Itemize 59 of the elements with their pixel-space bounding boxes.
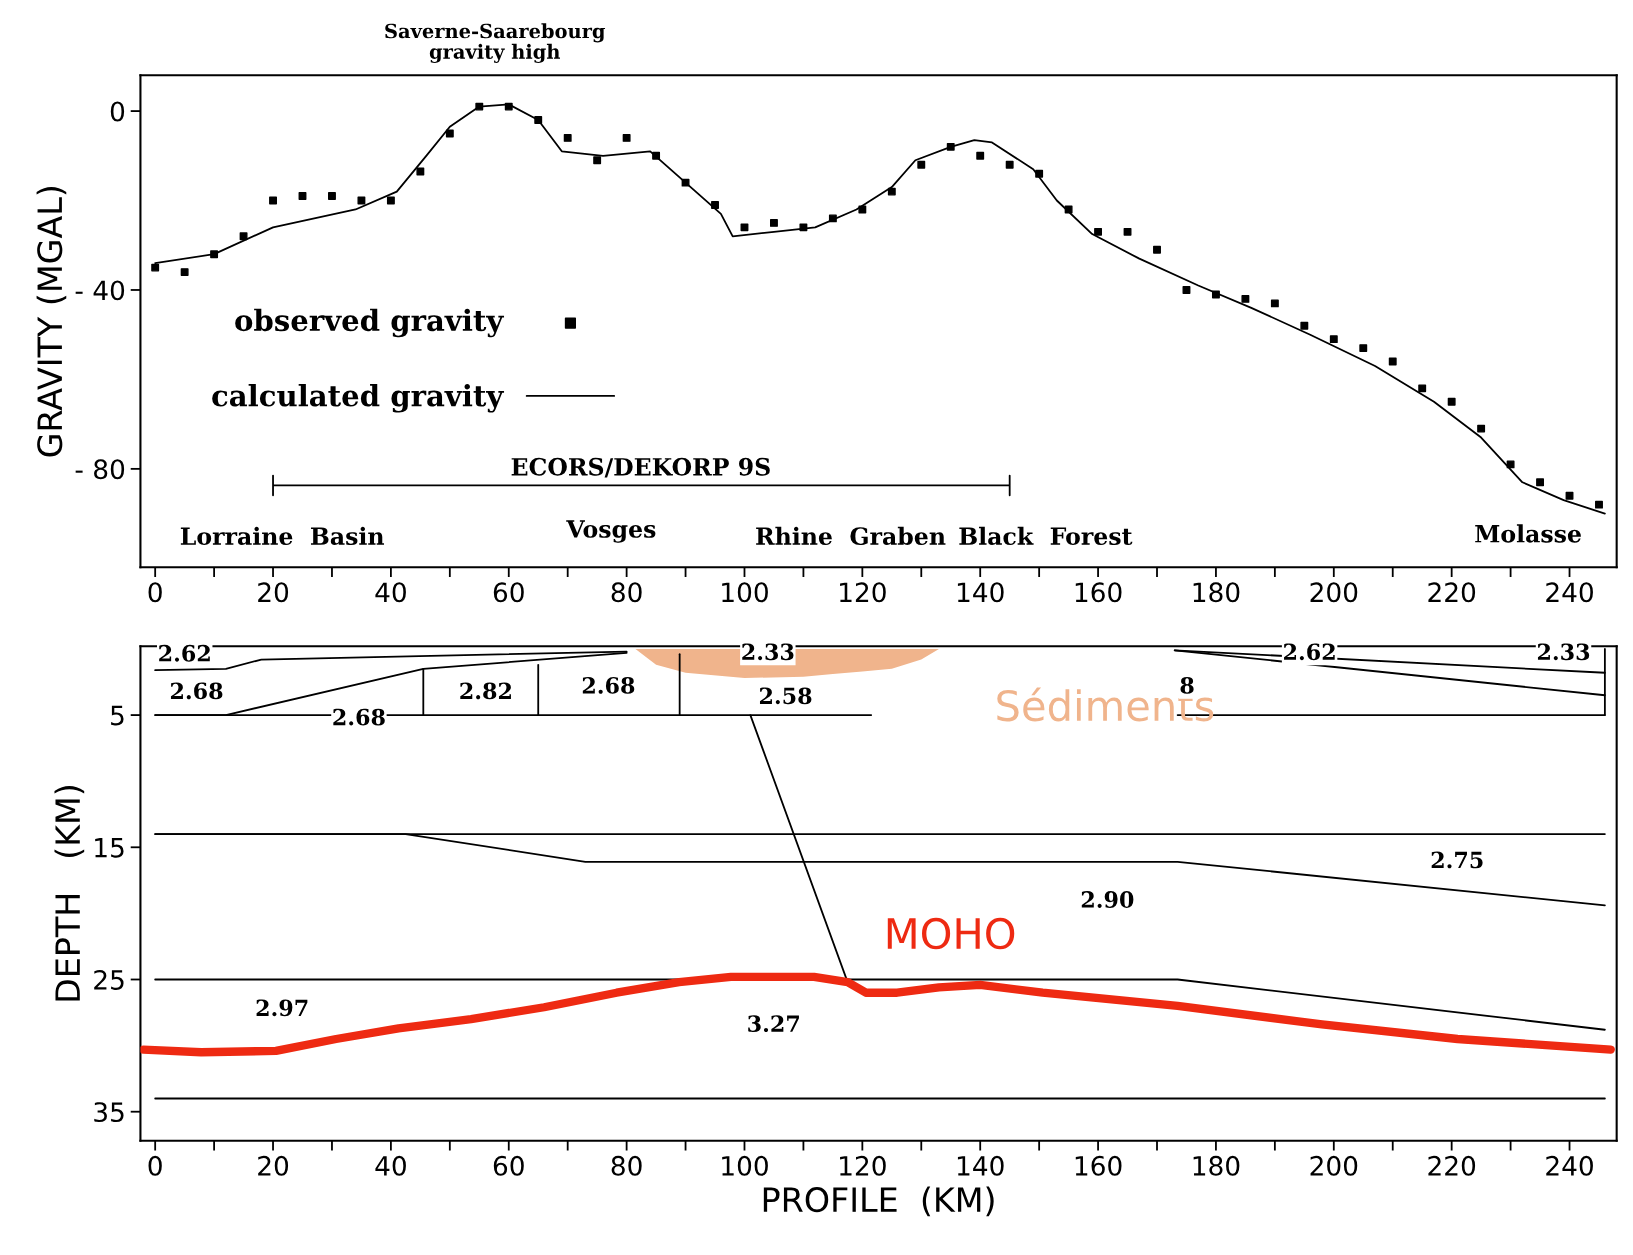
x-tick-label: 20 [258, 582, 289, 603]
annotation: 2.68 [170, 682, 223, 700]
x-tick-label: 220 [1428, 582, 1476, 603]
x-tick-label: 140 [957, 582, 1004, 603]
y-tick-label: 5 [111, 705, 124, 726]
y-tick-label: - 80 [75, 459, 125, 480]
y-tick-label: 0 [110, 101, 125, 122]
y-tick-label: - 40 [75, 280, 125, 301]
x-tick-label: 240 [1546, 1155, 1593, 1176]
annotation: 2.68 [333, 708, 385, 726]
y-tick-label: 35 [94, 1102, 124, 1123]
y-axis-title: DEPTH (KM) [54, 786, 85, 1001]
x-tick-label: 60 [493, 582, 524, 603]
x-tick-label: 140 [957, 1155, 1004, 1176]
y-tick-label: 15 [95, 838, 124, 858]
x-tick-label: 80 [611, 1155, 642, 1176]
annotation: 2.68 [582, 677, 635, 694]
annotation: 2.62 [159, 644, 210, 662]
x-tick-label: 80 [611, 582, 642, 603]
y-tick-label: 25 [94, 969, 124, 990]
annotation: 2.97 [256, 999, 308, 1017]
annotation: 3.27 [748, 1015, 799, 1033]
legend-label: observed gravity [235, 308, 505, 338]
x-tick-label: 200 [1310, 582, 1358, 603]
x-tick-label: 180 [1193, 1155, 1240, 1176]
x-tick-label: 60 [493, 1155, 524, 1176]
x-tick-label: 240 [1546, 582, 1593, 603]
x-tick-label: 200 [1310, 1155, 1358, 1176]
annotation: 2.90 [1081, 891, 1134, 908]
annotation: 2.33 [1537, 643, 1590, 661]
annotation: 2.82 [460, 682, 511, 700]
annotation: Black Forest [959, 526, 1133, 546]
annotation: 2.58 [759, 687, 812, 705]
x-tick-label: 40 [375, 1155, 406, 1176]
x-tick-label: 40 [375, 582, 406, 603]
x-tick-label: 180 [1193, 582, 1240, 603]
y-axis-title: GRAVITY (MGAL) [36, 187, 67, 457]
x-tick-label: 220 [1428, 1155, 1476, 1176]
x-tick-label: 100 [722, 1155, 768, 1176]
annotation: Vosges [566, 520, 656, 543]
legend-label: calculated gravity [212, 383, 505, 413]
x-tick-label: 100 [722, 582, 768, 603]
x-tick-label: 0 [148, 582, 162, 603]
x-tick-label: 20 [258, 1155, 289, 1176]
x-tick-label: 160 [1075, 1155, 1122, 1176]
x-tick-label: 120 [840, 582, 886, 603]
annotation: Molasse [1475, 524, 1581, 543]
x-tick-label: 120 [840, 1155, 886, 1176]
annotation: 2.75 [1431, 851, 1483, 869]
annotation: 2.33 [742, 643, 794, 661]
x-tick-label: 0 [148, 1155, 162, 1176]
chart-title: Saverne-Saarebourg gravity high [385, 23, 606, 63]
x-axis-title: PROFILE (KM) [763, 1186, 994, 1217]
series-label: MOHO [887, 917, 1015, 950]
annotation: Lorraine Basin [180, 526, 385, 546]
x-tick-label: 160 [1075, 582, 1122, 603]
annotation: Rhine Graben [756, 526, 946, 546]
annotation: ECORS/DEKORP 9S [511, 457, 770, 478]
annotation: 2.62 [1284, 643, 1335, 661]
